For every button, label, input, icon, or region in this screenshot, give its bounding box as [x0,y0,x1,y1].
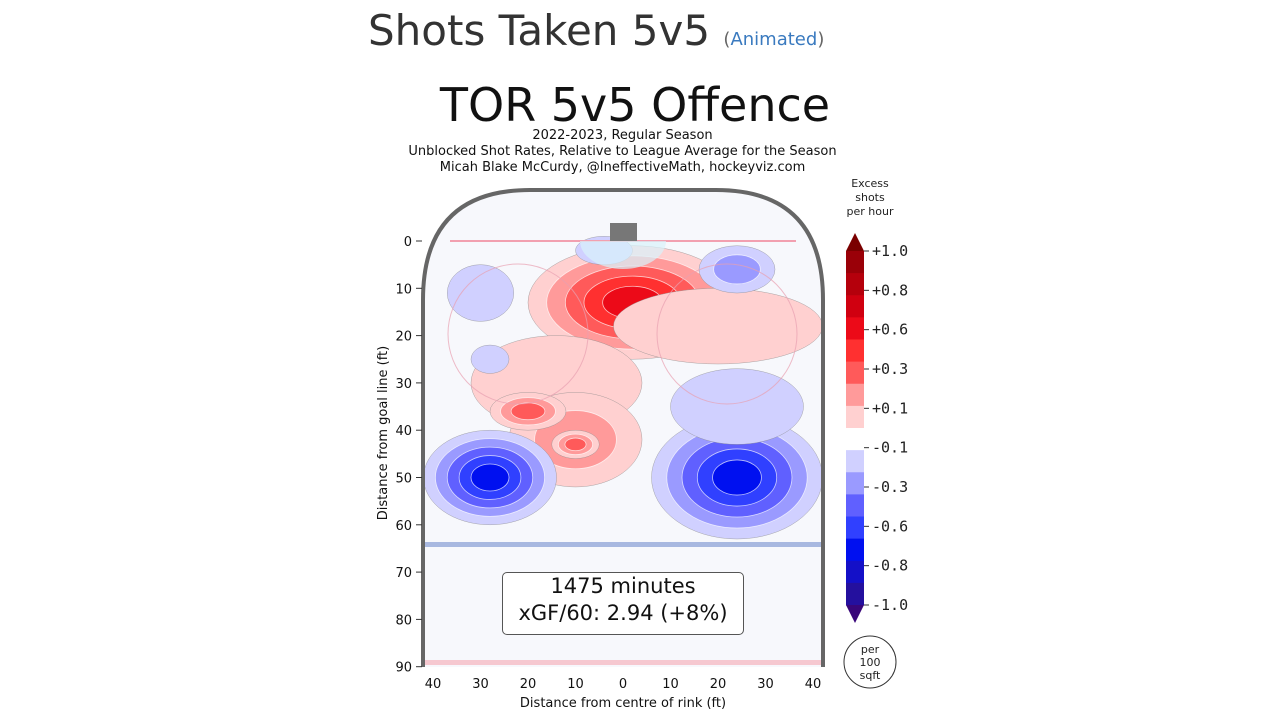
deficit-contour [712,459,762,496]
colorbar-title: shots [855,191,885,204]
colorbar-tick-label: -0.6 [872,517,908,535]
summary-box: 1475 minutes xGF/60: 2.94 (+8%) [502,572,744,635]
y-tick-label: 90 [395,661,412,676]
colorbar-tick-label: +0.8 [872,281,908,299]
boards [421,188,825,667]
chart-title: TOR 5v5 Offence [439,78,831,132]
colorbar-band [846,582,864,606]
colorbar-band [846,538,864,562]
colorbar-title: per hour [847,205,894,218]
faceoff-circle [447,263,589,405]
excess-contour [613,288,823,365]
y-tick-label: 0 [404,235,412,250]
y-tick-label: 70 [395,566,412,581]
colorbar-tick-label: -0.8 [872,557,908,575]
colorbar-band [846,560,864,584]
colorbar-band [846,405,864,429]
chart-subtitle: Micah Blake McCurdy, @IneffectiveMath, h… [439,160,806,175]
colorbar-band [846,251,864,274]
colorbar-extend-top [846,233,864,251]
colorbar-tick-label: -0.1 [872,439,908,457]
y-tick-label: 40 [395,424,412,439]
blue-line [423,542,823,547]
deficit-contour [470,463,510,492]
x-tick-label: 40 [425,677,442,692]
colorbar-band [846,317,864,340]
x-tick-label: 30 [757,677,774,692]
unit-label: sqft [860,669,881,682]
colorbar-band [846,472,864,495]
colorbar-title: Excess [851,177,889,190]
goal-net [610,223,637,241]
chart-subtitle: Unblocked Shot Rates, Relative to League… [408,144,837,159]
colorbar-tick-label: +0.6 [872,321,908,339]
centre-line [423,660,823,665]
excess-contour [510,402,546,421]
excess-contour [564,437,587,452]
y-tick-label: 50 [395,472,412,487]
colorbar-band [846,450,864,473]
colorbar-band [846,295,864,318]
y-tick-label: 30 [395,377,412,392]
y-tick-label: 80 [395,613,412,628]
minutes-label: 1475 minutes [550,574,696,598]
unit-label: 100 [860,656,881,669]
slide-title-text: Shots Taken 5v5 [368,6,711,55]
colorbar-band [846,494,864,517]
colorbar-band [846,428,864,451]
x-tick-label: 10 [662,677,679,692]
colorbar-tick-label: +0.3 [872,360,908,378]
unit-badge [843,635,897,689]
paren: ( [723,29,731,50]
colorbar-band [846,361,864,385]
colorbar-tick-label: +1.0 [872,242,908,260]
x-tick-label: 20 [520,677,537,692]
animated-link[interactable]: Animated [730,29,818,50]
deficit-contour [670,368,804,445]
colorbar-band [846,273,864,296]
xgf-label: xGF/60: 2.94 (+8%) [518,601,728,625]
colorbar-tick-label: -0.3 [872,478,908,496]
colorbar-extend-bottom [846,605,864,623]
crease [580,241,666,269]
paren: ) [817,29,825,50]
faceoff-circle [656,263,798,405]
y-tick-label: 60 [395,519,412,534]
slide-title: Shots Taken 5v5 (Animated) [368,6,824,55]
x-tick-label: 40 [805,677,822,692]
y-axis-label: Distance from goal line (ft) [376,346,391,520]
x-tick-label: 10 [567,677,584,692]
x-axis-label: Distance from centre of rink (ft) [520,696,726,711]
y-tick-label: 20 [395,330,412,345]
y-tick-label: 10 [395,282,412,297]
x-tick-label: 30 [472,677,489,692]
colorbar-tick-label: -1.0 [872,596,908,614]
x-tick-label: 20 [710,677,727,692]
colorbar-band [846,516,864,540]
deficit-contour [447,264,514,322]
unit-label: per [861,643,880,656]
colorbar-band [846,383,864,407]
colorbar-band [846,339,864,363]
deficit-contour [470,344,510,374]
chart-subtitle: 2022-2023, Regular Season [532,128,713,143]
colorbar-tick-label: +0.1 [872,399,908,417]
x-tick-label: 0 [619,677,627,692]
deficit-contour [713,254,761,285]
